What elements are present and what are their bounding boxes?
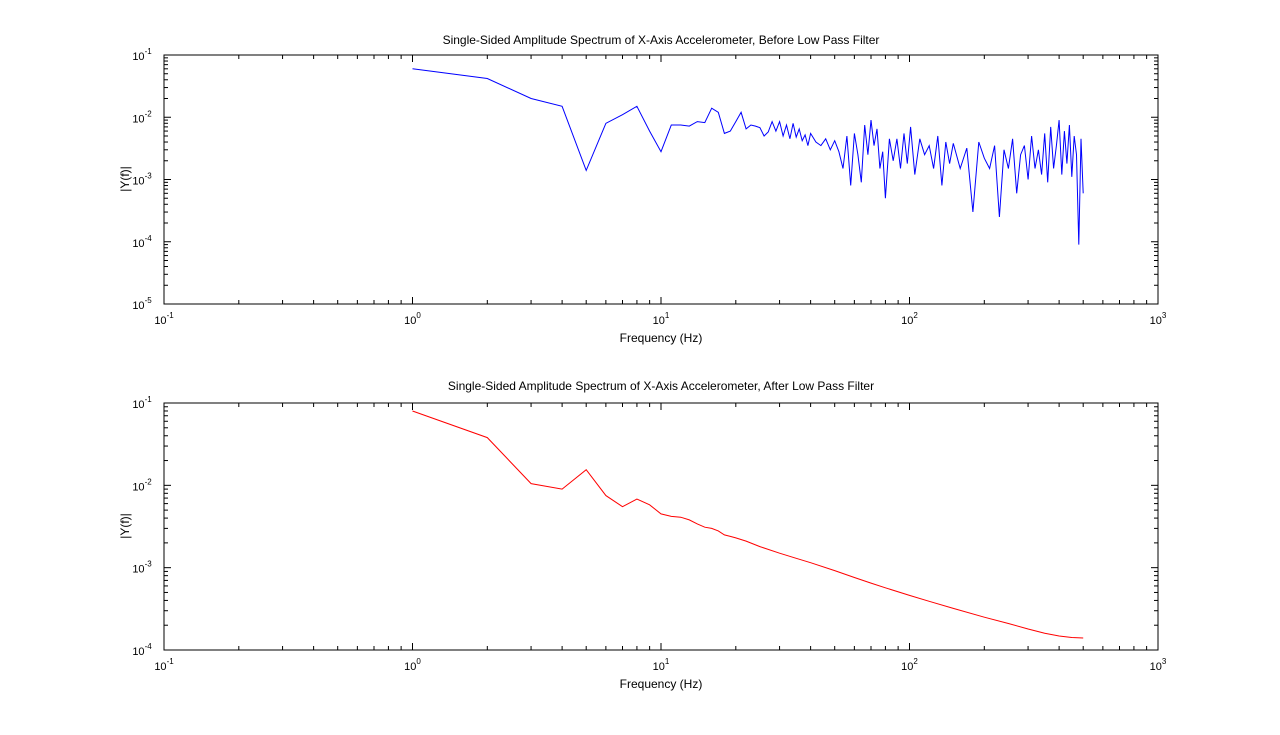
x-tick-label: 102	[901, 311, 918, 327]
x-tick-label: 10-1	[154, 311, 174, 327]
x-tick-label: 101	[653, 657, 670, 673]
ylabel-after: |Y(f)|	[118, 513, 132, 539]
series-line-before	[412, 68, 1084, 245]
y-tick-label: 10-4	[132, 642, 152, 658]
series-line-after	[412, 410, 1084, 639]
title-after: Single-Sided Amplitude Spectrum of X-Axi…	[448, 379, 874, 393]
plot-area-after	[163, 402, 1159, 651]
y-tick-label: 10-5	[132, 296, 152, 312]
y-tick-label: 10-2	[132, 477, 152, 493]
x-tick-label: 100	[404, 657, 421, 673]
x-tick-label: 10-1	[154, 657, 174, 673]
y-tick-label: 10-4	[132, 234, 152, 250]
y-tick-label: 10-3	[132, 172, 152, 188]
ticks-before: 10-1 100 101 102 103 10-5 10-4 10-3 10-2 10-1	[132, 47, 1167, 327]
title-before: Single-Sided Amplitude Spectrum of X-Axi…	[443, 33, 880, 47]
y-tick-label: 10-2	[132, 109, 152, 125]
x-tick-label: 103	[1150, 657, 1167, 673]
plot-after-filter: Single-Sided Amplitude Spectrum of X-Axi…	[118, 379, 1167, 691]
y-tick-label: 10-1	[132, 395, 152, 411]
x-tick-label: 103	[1150, 311, 1167, 327]
x-tick-label: 101	[653, 311, 670, 327]
ylabel-before: |Y(f)|	[118, 166, 132, 192]
ticks-after: 10-1 100 101 102 103 10-4 10-3 10-2 10-1	[132, 395, 1167, 673]
plot-before-filter: Single-Sided Amplitude Spectrum of X-Axi…	[118, 33, 1167, 345]
xlabel-after: Frequency (Hz)	[620, 677, 703, 691]
y-tick-label: 10-1	[132, 47, 152, 63]
y-tick-label: 10-3	[132, 560, 152, 576]
plot-area-before	[163, 54, 1159, 305]
x-tick-label: 102	[901, 657, 918, 673]
x-tick-label: 100	[404, 311, 421, 327]
xlabel-before: Frequency (Hz)	[620, 331, 703, 345]
